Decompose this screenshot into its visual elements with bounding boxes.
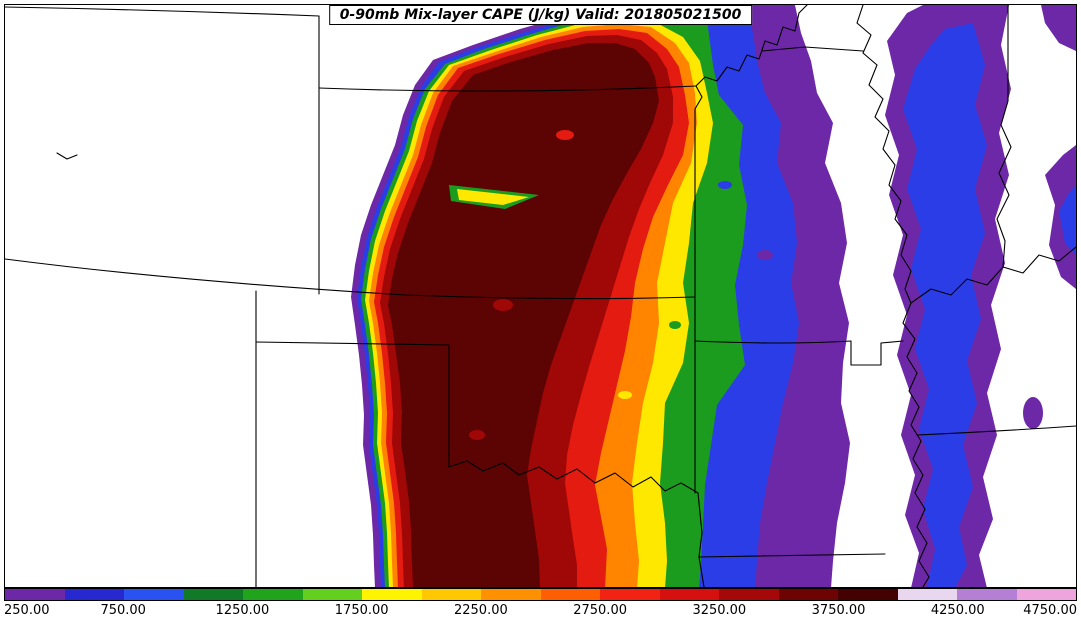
colorbar-segment xyxy=(540,589,600,600)
mississippi-river-lower xyxy=(902,302,930,587)
border-texas-louisiana xyxy=(698,556,705,587)
colorbar-segment xyxy=(5,589,65,600)
border-37n-parallel xyxy=(5,258,696,300)
colorbar-segment xyxy=(659,589,719,600)
border-35n-parallel xyxy=(916,425,1076,436)
colorbar-segment xyxy=(897,589,957,600)
state-borders xyxy=(5,5,1076,587)
colorbar-segment xyxy=(778,589,838,600)
colorbar-segment xyxy=(600,589,660,600)
contour-east-band-blue xyxy=(903,23,987,587)
colorbar-segment xyxy=(64,589,124,600)
colorbar-segment xyxy=(243,589,303,600)
contour-speckles xyxy=(469,130,773,530)
colorbar-tick-label: 1750.00 xyxy=(334,603,389,618)
colorbar: 250.00 750.00 1250.00 1750.00 2250.00 2750.00… xyxy=(4,588,1077,621)
border-nebraska-kansas xyxy=(318,85,697,92)
colorbar-tick-label: 4250.00 xyxy=(930,603,985,618)
contour-band-3250-maroon xyxy=(388,43,659,587)
map-plot-area xyxy=(4,4,1077,588)
colorbar-tick-label: 3250.00 xyxy=(692,603,747,618)
colorbar-tick-label: 2250.00 xyxy=(453,603,508,618)
colorbar-tick-label: 1250.00 xyxy=(215,603,270,618)
colorbar-segment xyxy=(124,589,184,600)
colorbar-segment xyxy=(719,589,779,600)
contour-notch-yellow xyxy=(457,189,529,205)
colorbar-tick-label: 250.00 xyxy=(4,603,50,618)
missouri-river xyxy=(695,5,808,87)
colorbar-tick-label: 2750.00 xyxy=(573,603,627,618)
red-river xyxy=(448,460,699,494)
colorbar-segment xyxy=(421,589,481,600)
ohio-river xyxy=(910,246,1076,304)
map-canvas xyxy=(5,5,1076,587)
border-iowa-missouri xyxy=(761,46,864,52)
border-illinois-indiana-wabash xyxy=(996,5,1012,268)
border-ok-panhandle-south xyxy=(255,341,450,346)
border-missouri-arkansas-bootheel xyxy=(694,340,904,366)
contour-bands xyxy=(351,5,1076,587)
border-arkansas-sw-louisiana xyxy=(697,492,886,558)
colorbar-segment xyxy=(838,589,898,600)
colorbar-segment xyxy=(183,589,243,600)
border-41n-parallel xyxy=(5,6,320,17)
colorbar-gradient xyxy=(4,588,1077,601)
colorbar-segment xyxy=(957,589,1017,600)
colorbar-segment xyxy=(302,589,362,600)
contour-patch-blue-right-edge xyxy=(1059,185,1076,255)
colorbar-segment xyxy=(1016,589,1076,600)
colorbar-tick-label: 3750.00 xyxy=(811,603,866,618)
colorbar-tick-label: 750.00 xyxy=(100,603,146,618)
colorbar-tick-label: 4750.00 xyxy=(1023,603,1077,618)
contour-patch-purple-small xyxy=(1023,397,1043,429)
colorbar-segment xyxy=(481,589,541,600)
mississippi-river-upper xyxy=(856,5,912,304)
colorbar-segment xyxy=(362,589,422,600)
small-lake-feature xyxy=(56,152,78,160)
contour-patch-purple-ne-corner xyxy=(1041,5,1076,51)
colorbar-tick-labels: 250.00 750.00 1250.00 1750.00 2250.00 2750.00… xyxy=(4,601,1077,621)
plot-title: 0-90mb Mix-layer CAPE (J/kg) Valid: 2018… xyxy=(328,5,753,25)
border-kansas-missouri-oklahoma-arkansas xyxy=(694,85,703,494)
